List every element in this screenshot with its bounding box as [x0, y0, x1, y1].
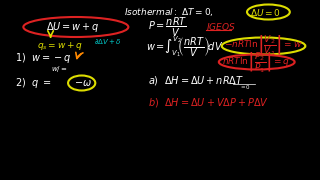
- Text: $nRT\ln\!\left|\dfrac{P_2}{P_1}\right|=q$: $nRT\ln\!\left|\dfrac{P_2}{P_1}\right|=q…: [222, 50, 290, 74]
- Text: $\Delta U = w + q$: $\Delta U = w + q$: [46, 20, 99, 34]
- Text: $w/=$: $w/=$: [51, 64, 67, 74]
- Text: $b)\ \ \Delta H=\Delta U+V\Delta P+P\Delta V$: $b)\ \ \Delta H=\Delta U+V\Delta P+P\Del…: [148, 96, 269, 109]
- Text: $\partial\Delta V+\delta$: $\partial\Delta V+\delta$: [94, 37, 122, 46]
- Text: $P = \dfrac{nRT}{V}$: $P = \dfrac{nRT}{V}$: [148, 15, 187, 39]
- Text: $IGEOS$: $IGEOS$: [206, 21, 236, 31]
- Text: $\Delta U=0$: $\Delta U=0$: [250, 6, 281, 17]
- Text: $-nRT\ln\!\left|\dfrac{V_2}{V_1}\right|=w$: $-nRT\ln\!\left|\dfrac{V_2}{V_1}\right|=…: [224, 33, 302, 57]
- Text: $q_s = w + q$: $q_s = w + q$: [37, 40, 83, 52]
- Text: $Isothermal:\ \Delta T=0,$: $Isothermal:\ \Delta T=0,$: [124, 6, 214, 18]
- Text: $w=\!\int_{V_1}^{V_2}\!\!\left(\dfrac{nRT}{V}\right)\!dV$: $w=\!\int_{V_1}^{V_2}\!\!\left(\dfrac{nR…: [146, 35, 223, 59]
- Text: $=0$: $=0$: [239, 83, 251, 91]
- Text: $a)\ \ \Delta H=\Delta U+nR\Delta T$: $a)\ \ \Delta H=\Delta U+nR\Delta T$: [148, 73, 244, 87]
- Text: $2)\ \ q\ =$: $2)\ \ q\ =$: [15, 76, 51, 90]
- Text: $1)\ \ w = -q$: $1)\ \ w = -q$: [15, 51, 71, 65]
- Text: $-\omega$: $-\omega$: [74, 78, 92, 88]
